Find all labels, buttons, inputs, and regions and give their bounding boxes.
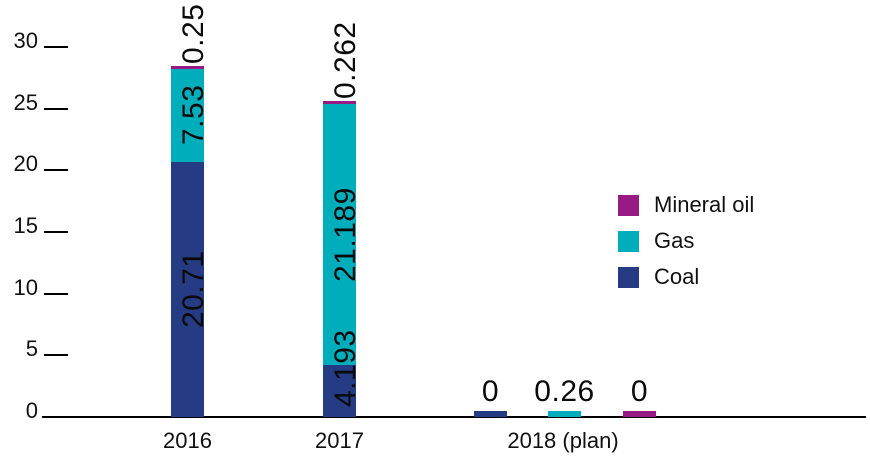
y-axis-tick-label: 10 — [13, 274, 38, 300]
bar-value-label: 4.193 — [329, 329, 362, 407]
y-axis-tick-mark — [44, 292, 68, 295]
legend-item-coal: Coal — [618, 266, 754, 288]
bar-value-label: 21.189 — [329, 187, 362, 283]
bar-value-label: 20.71 — [177, 250, 210, 329]
y-axis-tick-label: 25 — [13, 89, 38, 115]
legend-label-mineral-oil: Mineral oil — [654, 192, 755, 217]
bar-mineral-oil-2018-plan- — [623, 411, 656, 417]
legend-swatch-mineral-oil — [618, 194, 639, 216]
x-axis-category-label: 2017 — [315, 428, 364, 453]
legend-item-mineral-oil: Mineral oil — [618, 194, 754, 216]
y-axis-tick-mark — [44, 354, 68, 357]
x-axis-category-label: 2016 — [163, 428, 212, 453]
bar-value-label: 0 — [481, 375, 500, 408]
bar-segment-mineral-oil-2016 — [171, 65, 204, 69]
legend-label-gas: Gas — [654, 228, 695, 253]
y-axis-tick-label: 15 — [13, 213, 38, 238]
bar-value-label: 0 — [630, 375, 649, 408]
x-axis-category-label: 2018 (plan) — [507, 428, 619, 453]
y-axis-tick-label: 0 — [25, 398, 38, 423]
y-axis-tick-mark — [44, 231, 68, 233]
y-axis-tick-mark — [44, 46, 68, 48]
bar-segment-coal-2017 — [323, 365, 356, 417]
legend-swatch-gas — [618, 230, 639, 252]
y-axis-tick-label: 20 — [13, 151, 38, 177]
bar-segment-coal-2016 — [171, 161, 204, 417]
legend-label-coal: Coal — [654, 264, 700, 289]
legend: Mineral oil Gas Coal — [618, 194, 754, 288]
bar-coal-2018-plan- — [474, 411, 507, 417]
y-axis-tick-label: 5 — [25, 336, 38, 362]
y-axis-tick-label: 30 — [13, 28, 38, 53]
bar-gas-2018-plan- — [548, 411, 581, 417]
bar-segment-gas-2017 — [323, 103, 356, 366]
bar-segment-gas-2016 — [171, 68, 204, 162]
bar-value-label: 0.25 — [177, 3, 210, 64]
bar-segment-mineral-oil-2017 — [323, 100, 356, 104]
legend-swatch-coal — [618, 266, 639, 288]
y-axis-tick-mark — [44, 107, 68, 110]
legend-item-gas: Gas — [618, 230, 754, 252]
x-axis-line — [42, 416, 866, 418]
y-axis-tick-mark — [44, 169, 68, 172]
bar-value-label: 0.26 — [534, 375, 595, 408]
bar-value-label: 7.53 — [177, 84, 210, 146]
bar-value-label: 0.262 — [329, 21, 362, 99]
